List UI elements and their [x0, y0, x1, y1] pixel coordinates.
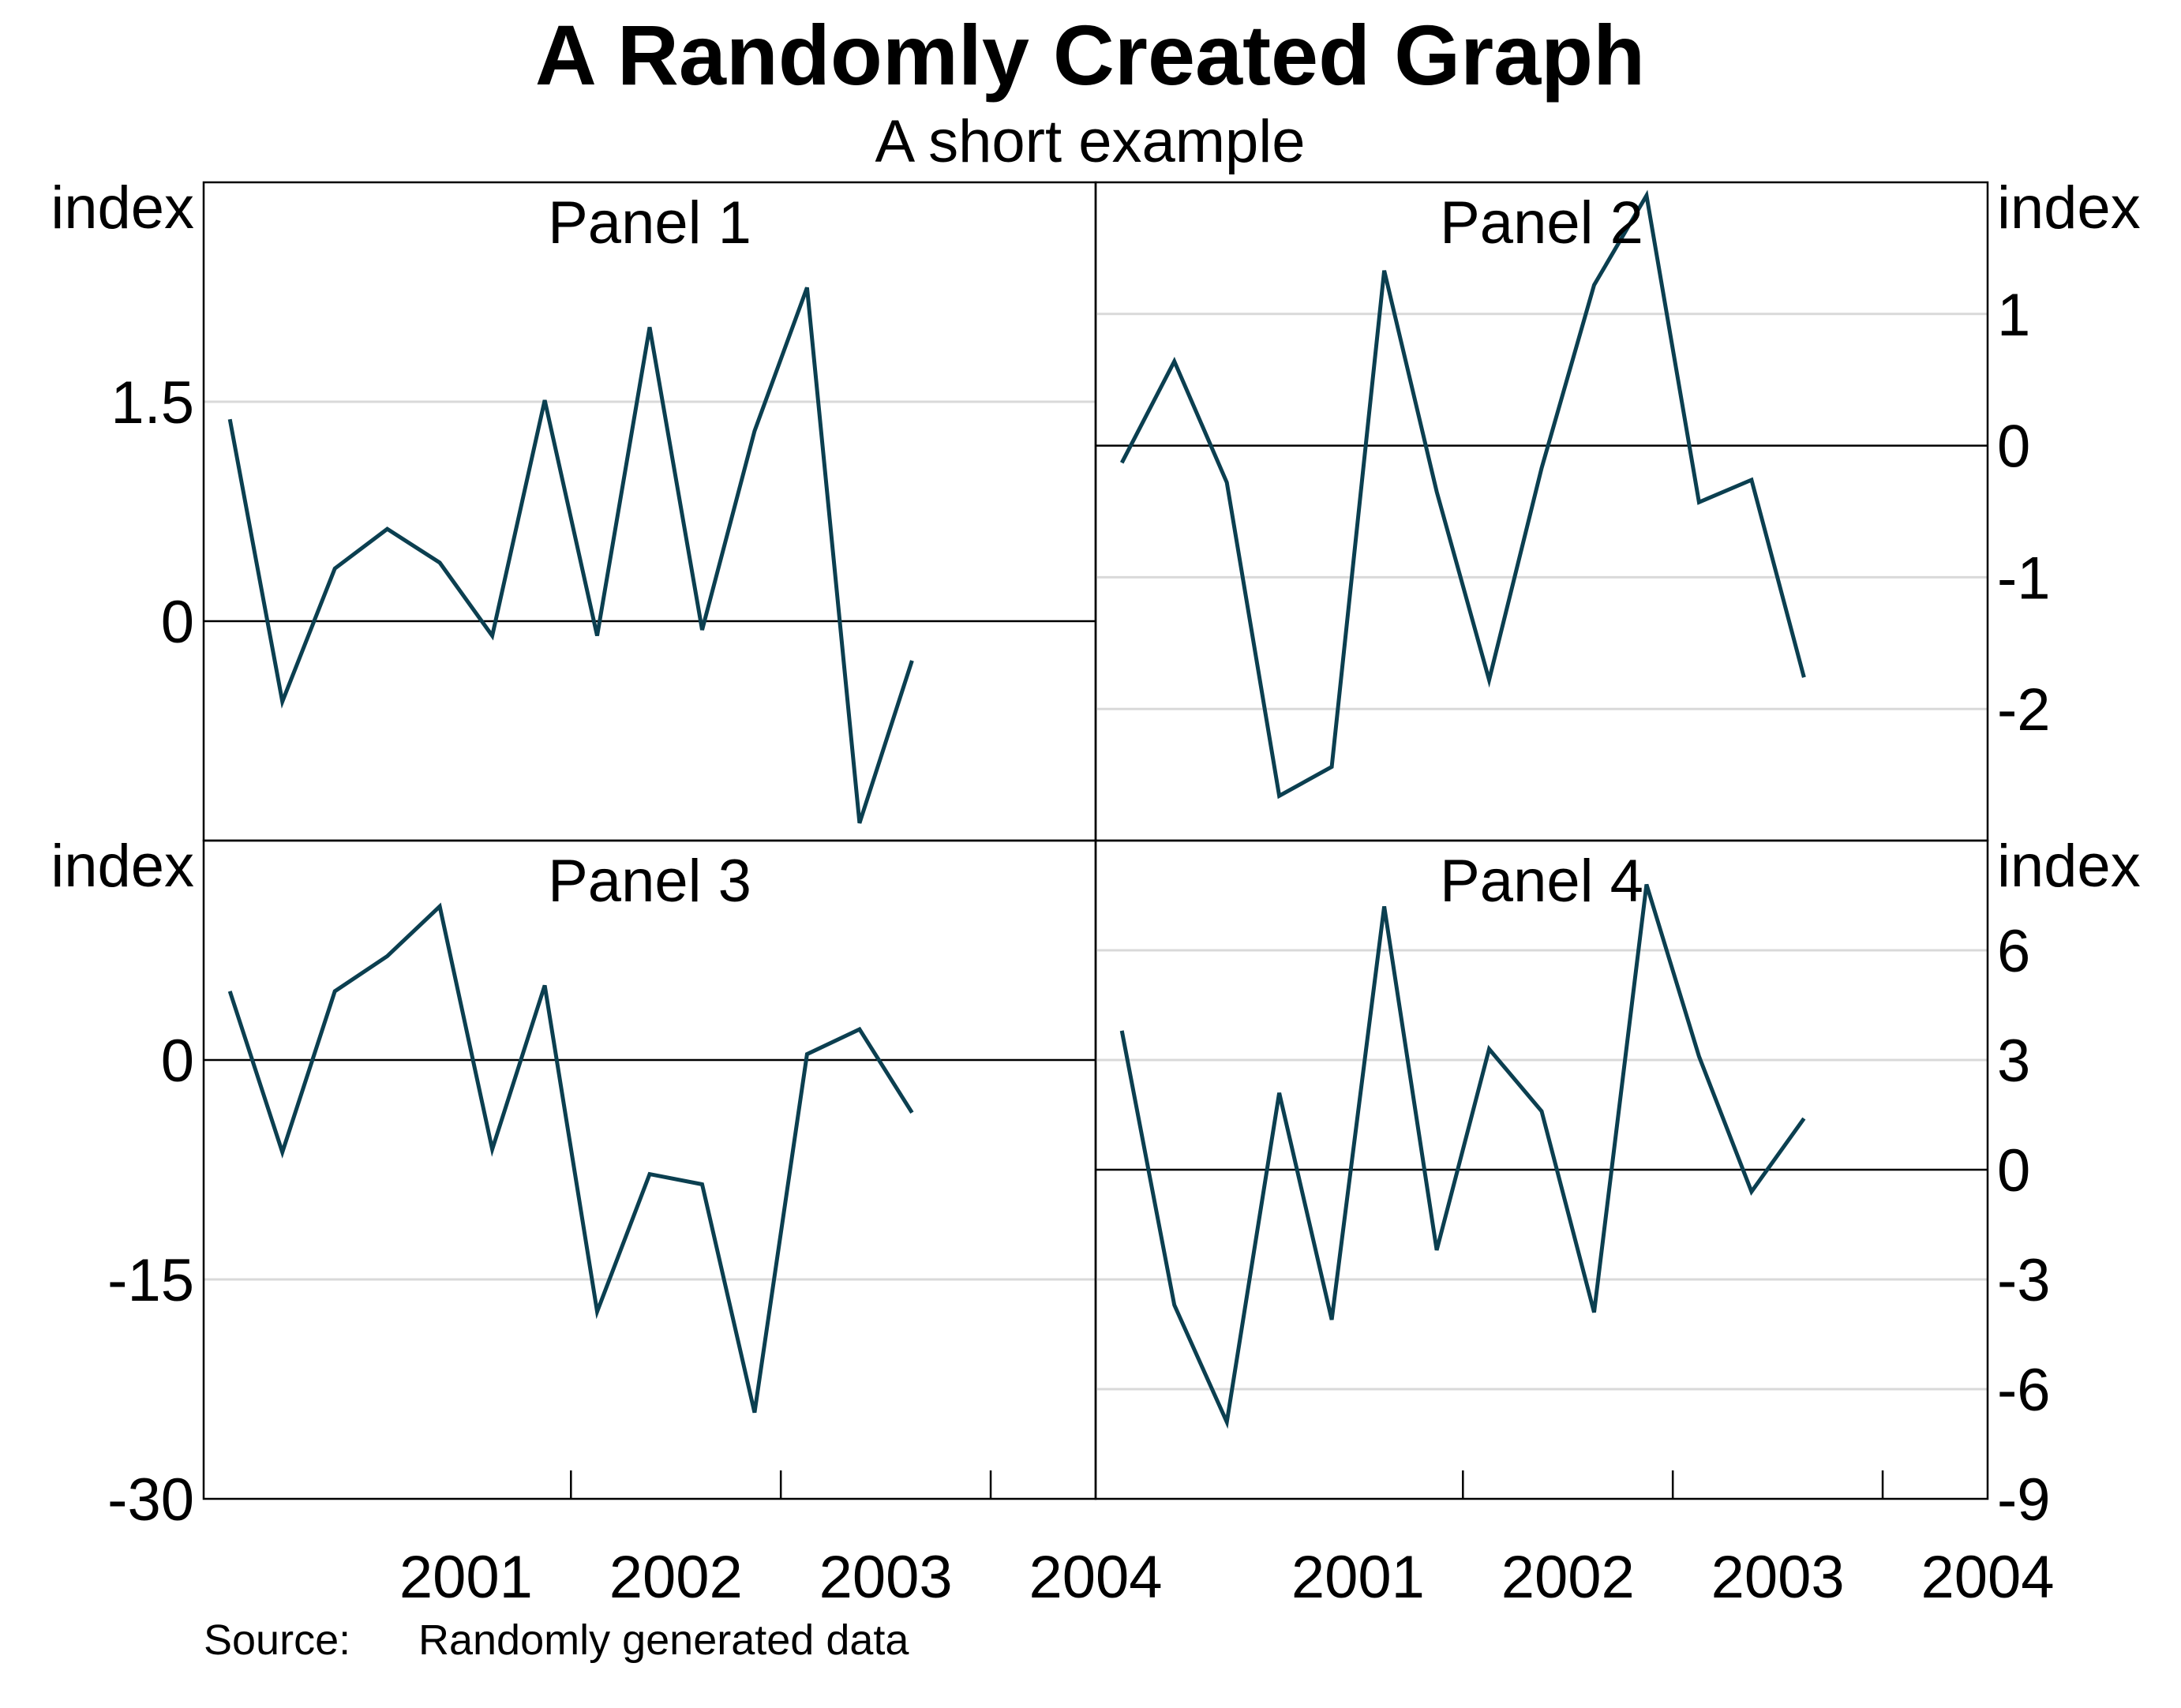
- y-tick-label: 0: [1997, 1137, 2030, 1204]
- panel-1: 0 1.5 index Panel 1: [51, 174, 1097, 842]
- panel-frame: [202, 839, 1097, 1500]
- y-tick-label: 6: [1997, 918, 2030, 985]
- panel-frame: [1094, 181, 1989, 842]
- x-tick-label: 2004: [1029, 1544, 1162, 1611]
- y-unit-label: index: [1997, 833, 2141, 900]
- x-tick-label: 2001: [1291, 1544, 1425, 1611]
- y-unit-label: index: [51, 174, 194, 242]
- panel-2: -2 -1 0 1 index Panel 2: [1094, 174, 2141, 842]
- y-unit-label: index: [1997, 174, 2141, 242]
- y-tick-label: 1: [1997, 282, 2030, 349]
- x-tick-label: 2002: [609, 1544, 743, 1611]
- series-line: [1119, 883, 1806, 1429]
- panel-frame: [1094, 839, 1989, 1500]
- y-tick-label: 0: [1997, 414, 2030, 481]
- x-tick-label: 2001: [399, 1544, 533, 1611]
- series-line: [1119, 189, 1806, 800]
- y-tick-label: 1.5: [111, 369, 194, 436]
- x-tick-label: 2002: [1501, 1544, 1635, 1611]
- y-tick-label: 0: [161, 1028, 194, 1095]
- y-tick-label: 3: [1997, 1028, 2030, 1095]
- panel-frame: [202, 181, 1097, 842]
- panel-title: Panel 3: [548, 848, 751, 915]
- source-label: Source:: [204, 1616, 350, 1664]
- y-tick-label: -9: [1997, 1466, 2051, 1534]
- y-tick-label: -3: [1997, 1247, 2051, 1314]
- x-tick-label: 2004: [1921, 1544, 2054, 1611]
- x-tick-label: 2003: [1711, 1544, 1845, 1611]
- panel-4: -9 -6 -3 0 3 6 index Panel 4 2001 2002 2003 2004: [1094, 833, 2141, 1611]
- y-tick-label: -6: [1997, 1357, 2051, 1424]
- chart-subtitle: A short example: [875, 108, 1306, 175]
- y-tick-label: -30: [107, 1466, 194, 1534]
- y-tick-label: -2: [1997, 676, 2051, 744]
- y-tick-label: -15: [107, 1247, 194, 1314]
- panel-3: -30 -15 0 index Panel 3 2001 2002 2003 2004: [51, 833, 1162, 1611]
- y-unit-label: index: [51, 833, 194, 900]
- x-tick-label: 2003: [819, 1544, 953, 1611]
- series-line: [227, 287, 914, 824]
- y-tick-label: -1: [1997, 545, 2051, 612]
- source-text: Randomly generated data: [418, 1616, 909, 1664]
- panel-title: Panel 2: [1440, 189, 1643, 257]
- series-line: [227, 902, 914, 1414]
- chart-title: A Randomly Created Graph: [535, 7, 1645, 103]
- y-tick-label: 0: [161, 589, 194, 656]
- panel-title: Panel 1: [548, 189, 751, 257]
- panel-title: Panel 4: [1440, 848, 1643, 915]
